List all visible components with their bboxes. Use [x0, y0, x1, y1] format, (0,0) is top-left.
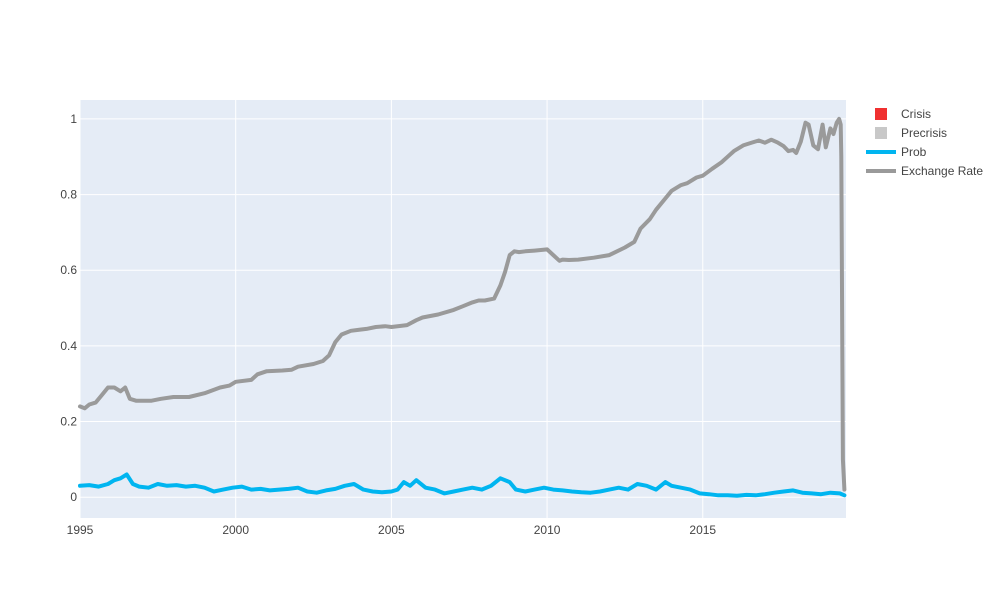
- series-line-prob: [78, 472, 847, 498]
- y-tick-label-3: 0.6: [60, 263, 77, 277]
- legend-swatch-precrisis: [875, 127, 887, 139]
- legend-item-precrisis[interactable]: Precrisis: [875, 126, 947, 140]
- gridlines: [79, 100, 846, 518]
- series-line-exchange-rate: [78, 116, 847, 492]
- y-tick-label-4: 0.8: [60, 188, 77, 202]
- legend-item-prob[interactable]: Prob: [866, 145, 927, 159]
- x-axis-tick-labels: 1995 2000 2005 2010 2015: [67, 523, 717, 537]
- x-tick-label-0: 1995: [67, 523, 94, 537]
- legend-item-crisis[interactable]: Crisis: [875, 107, 931, 121]
- y-axis-tick-labels: 0 0.2 0.4 0.6 0.8 1: [60, 112, 77, 504]
- x-tick-label-2: 2005: [378, 523, 405, 537]
- legend-label-prob: Prob: [901, 145, 927, 159]
- legend[interactable]: Crisis Precrisis Prob Exchange Rate: [866, 107, 983, 178]
- plot-background: [80, 100, 846, 518]
- series-layer: [78, 116, 847, 498]
- legend-item-exchange-rate[interactable]: Exchange Rate: [866, 164, 983, 178]
- x-tick-label-1: 2000: [222, 523, 249, 537]
- x-tick-label-3: 2010: [534, 523, 561, 537]
- legend-swatch-crisis: [875, 108, 887, 120]
- legend-label-precrisis: Precrisis: [901, 126, 947, 140]
- y-tick-label-2: 0.4: [60, 339, 77, 353]
- legend-label-exchange-rate: Exchange Rate: [901, 164, 983, 178]
- y-tick-label-5: 1: [70, 112, 77, 126]
- y-tick-label-1: 0.2: [60, 415, 77, 429]
- legend-label-crisis: Crisis: [901, 107, 931, 121]
- y-tick-label-0: 0: [70, 490, 77, 504]
- x-tick-label-4: 2015: [689, 523, 716, 537]
